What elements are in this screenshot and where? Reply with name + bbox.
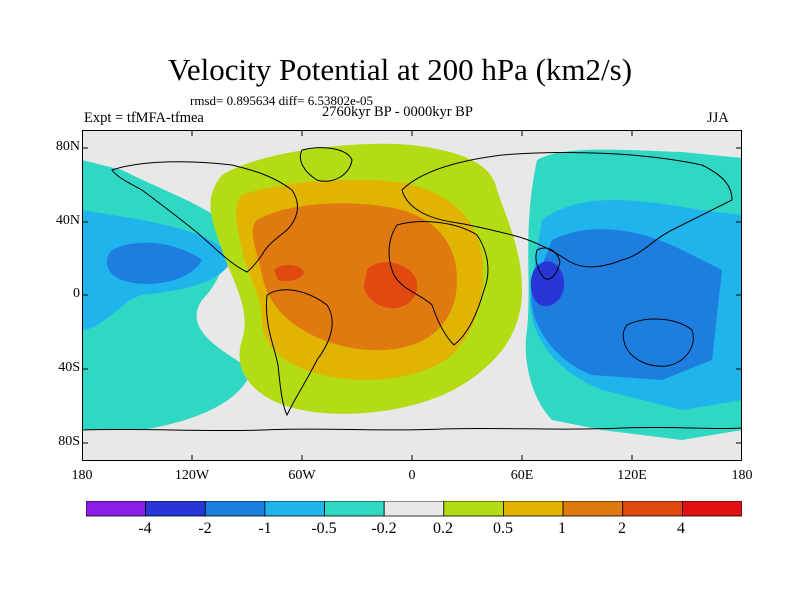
red-region-caribbean — [274, 264, 304, 282]
antarctica-outline — [82, 426, 742, 432]
colorbar-label: 1 — [558, 520, 566, 537]
south-america-outline — [265, 289, 333, 417]
colorbar-label: -2 — [198, 520, 212, 537]
colorbar-swatch — [86, 501, 147, 517]
experiment-label: Expt = tfMFA-tfmea — [84, 110, 204, 126]
colorbar-swatch — [264, 501, 325, 517]
eurasia-outline — [401, 151, 733, 268]
india-outline — [535, 247, 561, 280]
colorbar-label: -0.2 — [371, 520, 397, 537]
colorbar-swatch — [383, 501, 445, 517]
y-tick-label: 80S — [58, 434, 80, 449]
plot-title: Velocity Potential at 200 hPa (km2/s) — [167, 52, 633, 87]
greenland-outline — [299, 147, 353, 182]
colorbar-label: 0.2 — [433, 520, 453, 537]
colorbar-swatch — [681, 501, 742, 517]
y-tick-label: 80N — [55, 139, 80, 154]
coastlines — [82, 147, 742, 432]
colorbar-swatch — [204, 501, 266, 517]
colorbar-swatch — [503, 501, 564, 517]
season-label: JJA — [707, 110, 729, 126]
period-label: 2760kyr BP - 0000kyr BP — [322, 104, 473, 120]
colorbar-swatch — [145, 501, 206, 517]
colorbar — [86, 501, 742, 517]
africa-outline — [388, 221, 489, 346]
x-tick-label: 180 — [731, 468, 753, 483]
colorbar-swatch — [443, 501, 504, 517]
y-tick-label: 0 — [73, 286, 80, 301]
x-tick-label: 60W — [288, 468, 316, 483]
north-america-outline — [111, 161, 298, 273]
colorbar-label: 4 — [677, 520, 685, 537]
x-tick-label: 120E — [617, 468, 647, 483]
orange-region — [252, 203, 457, 351]
velocity-potential-map — [82, 130, 742, 461]
colorbar-label: -4 — [138, 520, 152, 537]
colorbar-swatch — [562, 501, 624, 517]
colorbar-label: 2 — [618, 520, 626, 537]
x-ticks — [191, 130, 633, 461]
colorbar-label: -1 — [258, 520, 272, 537]
x-tick-label: 180 — [71, 468, 93, 483]
australia-outline — [622, 318, 694, 367]
x-tick-label: 0 — [408, 468, 416, 483]
colorbar-swatch — [622, 501, 683, 517]
y-ticks — [82, 147, 742, 444]
x-tick-label: 60E — [510, 468, 534, 483]
red-region-atlantic — [364, 262, 418, 309]
blue-region-west — [106, 242, 202, 284]
y-tick-label: 40S — [58, 360, 80, 375]
colorbar-label: -0.5 — [311, 520, 337, 537]
stats-text: rmsd= 0.895634 diff= 6.53802e-05 — [190, 93, 374, 108]
colorbar-label: 0.5 — [493, 520, 513, 537]
colorbar-swatch — [324, 501, 385, 517]
blue-region-east — [531, 229, 722, 380]
y-tick-label: 40N — [55, 213, 80, 228]
x-tick-label: 120W — [174, 468, 210, 483]
